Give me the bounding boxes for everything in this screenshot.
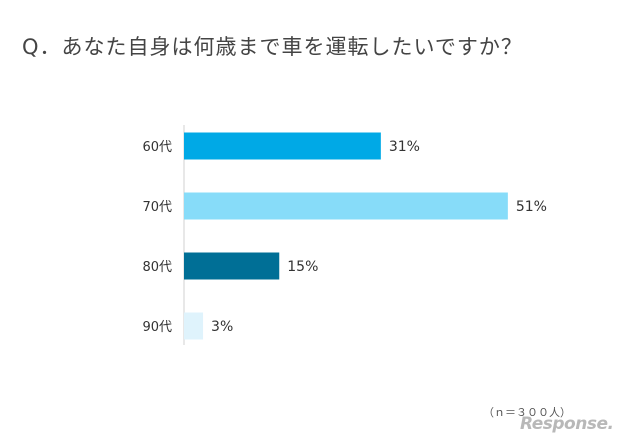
bar-1 bbox=[184, 132, 381, 160]
response-logo: Response. bbox=[520, 414, 614, 434]
category-label-2: 70代 bbox=[142, 200, 172, 215]
value-label-4: 3% bbox=[211, 319, 233, 335]
bar-2 bbox=[184, 192, 508, 220]
category-label-1: 60代 bbox=[142, 140, 172, 155]
chart-title: Q．あなた自身は何歳まで車を運転したいですか？ bbox=[22, 35, 523, 59]
value-label-3: 15% bbox=[287, 259, 318, 275]
value-label-1: 31% bbox=[389, 139, 420, 155]
bar-3 bbox=[184, 252, 280, 280]
value-label-2: 51% bbox=[516, 199, 547, 215]
category-label-4: 90代 bbox=[142, 320, 172, 335]
category-label-3: 80代 bbox=[142, 260, 172, 275]
bar-4 bbox=[184, 312, 204, 340]
sample-size-note: （ｎ＝３００人） bbox=[483, 406, 571, 419]
